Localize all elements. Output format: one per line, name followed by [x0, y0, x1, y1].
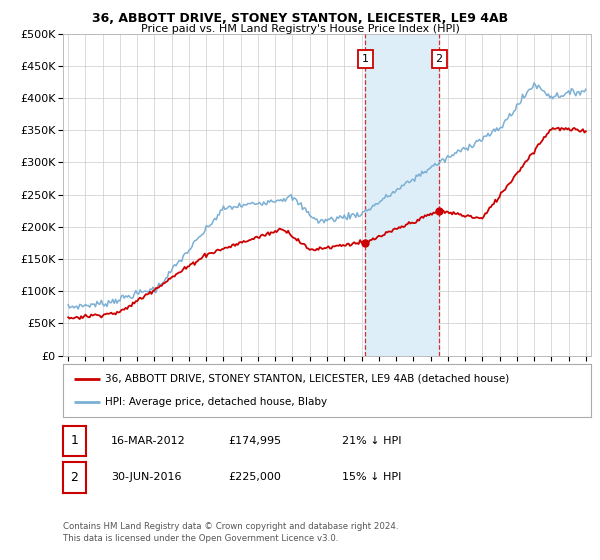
Text: Price paid vs. HM Land Registry's House Price Index (HPI): Price paid vs. HM Land Registry's House …: [140, 24, 460, 34]
Text: 36, ABBOTT DRIVE, STONEY STANTON, LEICESTER, LE9 4AB: 36, ABBOTT DRIVE, STONEY STANTON, LEICES…: [92, 12, 508, 25]
Text: 16-MAR-2012: 16-MAR-2012: [111, 436, 186, 446]
Text: 2: 2: [436, 54, 443, 64]
Text: Contains HM Land Registry data © Crown copyright and database right 2024.
This d: Contains HM Land Registry data © Crown c…: [63, 522, 398, 543]
Text: £174,995: £174,995: [228, 436, 281, 446]
Text: £225,000: £225,000: [228, 473, 281, 482]
Text: 21% ↓ HPI: 21% ↓ HPI: [342, 436, 401, 446]
Text: 1: 1: [70, 435, 79, 447]
Text: HPI: Average price, detached house, Blaby: HPI: Average price, detached house, Blab…: [105, 397, 328, 407]
Text: 30-JUN-2016: 30-JUN-2016: [111, 473, 182, 482]
Text: 15% ↓ HPI: 15% ↓ HPI: [342, 473, 401, 482]
Bar: [365, 34, 439, 356]
Text: 1: 1: [362, 54, 368, 64]
Text: 36, ABBOTT DRIVE, STONEY STANTON, LEICESTER, LE9 4AB (detached house): 36, ABBOTT DRIVE, STONEY STANTON, LEICES…: [105, 374, 509, 384]
Text: 2: 2: [70, 471, 79, 484]
